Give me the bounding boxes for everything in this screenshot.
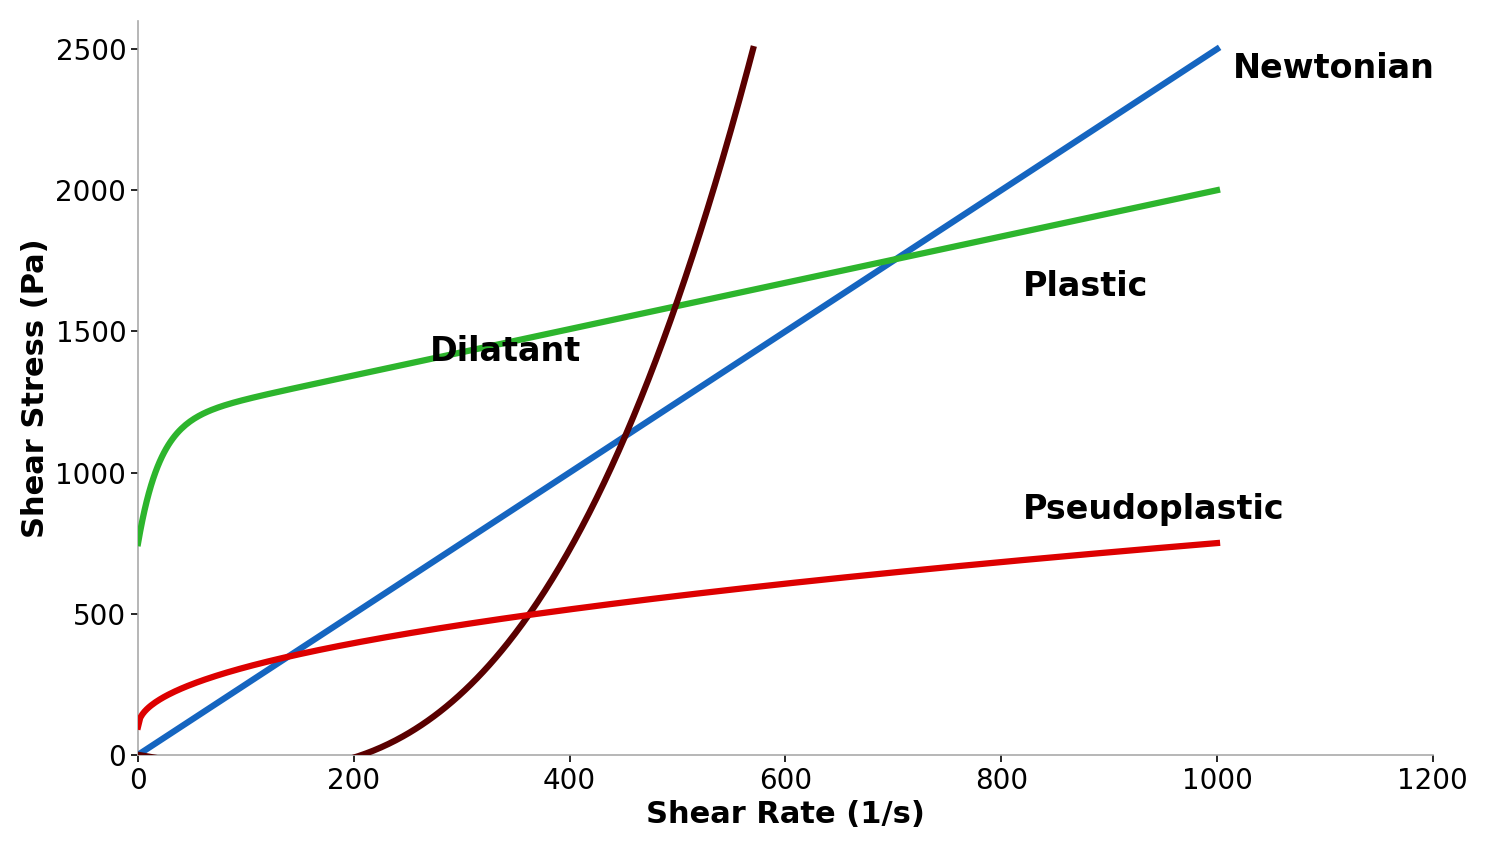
Text: Pseudoplastic: Pseudoplastic bbox=[1023, 493, 1285, 525]
Text: Plastic: Plastic bbox=[1023, 269, 1148, 303]
Y-axis label: Shear Stress (Pa): Shear Stress (Pa) bbox=[21, 238, 49, 538]
Text: Newtonian: Newtonian bbox=[1233, 53, 1435, 85]
X-axis label: Shear Rate (1/s): Shear Rate (1/s) bbox=[646, 800, 925, 829]
Text: Dilatant: Dilatant bbox=[429, 335, 581, 367]
